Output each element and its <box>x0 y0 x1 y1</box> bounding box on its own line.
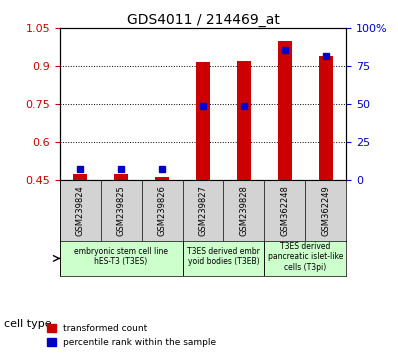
Text: GSM362248: GSM362248 <box>280 185 289 236</box>
Text: GSM239825: GSM239825 <box>117 185 126 236</box>
Bar <box>73 174 87 180</box>
Text: cell type: cell type <box>4 319 52 329</box>
Bar <box>319 56 333 180</box>
Text: GSM239824: GSM239824 <box>76 185 85 236</box>
Bar <box>196 62 210 180</box>
Bar <box>114 174 128 180</box>
Title: GDS4011 / 214469_at: GDS4011 / 214469_at <box>127 13 279 27</box>
Bar <box>278 41 292 180</box>
Text: T3ES derived
pancreatic islet-like
cells (T3pi): T3ES derived pancreatic islet-like cells… <box>267 242 343 272</box>
Bar <box>155 177 169 180</box>
Text: GSM239827: GSM239827 <box>199 185 207 236</box>
Text: GSM362249: GSM362249 <box>321 185 330 236</box>
Text: GSM239826: GSM239826 <box>158 185 166 236</box>
Text: GSM239828: GSM239828 <box>240 185 248 236</box>
Bar <box>237 61 251 180</box>
Text: T3ES derived embr
yoid bodies (T3EB): T3ES derived embr yoid bodies (T3EB) <box>187 247 260 266</box>
Legend: transformed count, percentile rank within the sample: transformed count, percentile rank withi… <box>44 321 219 349</box>
Text: embryonic stem cell line
hES-T3 (T3ES): embryonic stem cell line hES-T3 (T3ES) <box>74 247 168 266</box>
